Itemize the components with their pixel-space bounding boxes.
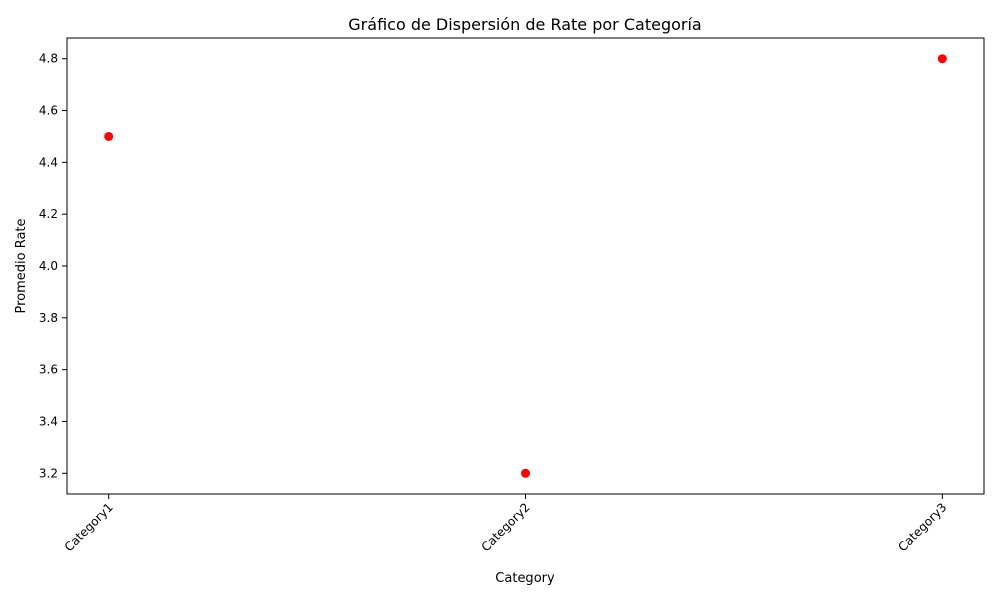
y-tick-label: 4.0 (39, 259, 58, 273)
data-points (104, 54, 947, 478)
y-tick-label: 4.4 (39, 155, 58, 169)
data-point (521, 468, 530, 478)
y-axis: 3.2 3.4 3.6 3.8 4.0 4.2 4.4 4.6 4.8 (39, 52, 67, 480)
y-tick-label: 4.8 (39, 52, 58, 66)
data-point (104, 131, 114, 141)
y-axis-label: Promedio Rate (14, 218, 29, 313)
x-tick-label: Category2 (479, 500, 533, 554)
y-tick-label: 3.8 (39, 311, 58, 325)
x-tick-label: Category1 (62, 500, 116, 554)
y-tick-label: 4.6 (39, 104, 58, 118)
y-tick-label: 3.4 (39, 414, 58, 428)
x-axis: Category1 Category2 Category3 (62, 494, 949, 554)
plot-area-frame (66, 37, 985, 495)
x-axis-label: Category (495, 571, 555, 586)
chart-title: Gráfico de Dispersión de Rate por Catego… (348, 15, 701, 34)
x-tick-label: Category3 (895, 500, 949, 554)
data-point (937, 54, 947, 64)
y-tick-label: 3.2 (39, 466, 58, 480)
y-tick-label: 4.2 (39, 207, 58, 221)
y-tick-label: 3.6 (39, 363, 58, 377)
